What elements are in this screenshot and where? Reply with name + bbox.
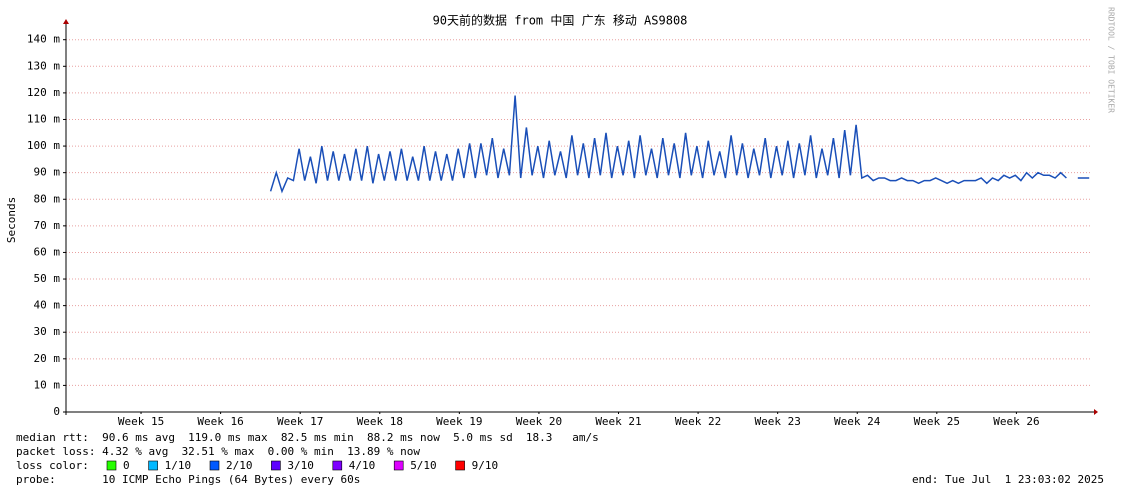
legend-label: 3/10 bbox=[287, 459, 314, 472]
legend-swatch bbox=[106, 460, 117, 471]
stats-median: median rtt: 90.6 ms avg 119.0 ms max 82.… bbox=[16, 431, 599, 444]
x-tick-label: Week 21 bbox=[595, 415, 641, 428]
y-tick-label: 70 m bbox=[34, 219, 61, 232]
x-arrow bbox=[1094, 409, 1098, 415]
x-tick-label: Week 22 bbox=[675, 415, 721, 428]
legend-swatch bbox=[271, 460, 281, 471]
x-tick-label: Week 26 bbox=[993, 415, 1039, 428]
legend-label: 0 bbox=[123, 459, 130, 472]
x-tick-label: Week 19 bbox=[436, 415, 482, 428]
y-tick-label: 80 m bbox=[34, 192, 61, 205]
x-tick-label: Week 16 bbox=[197, 415, 243, 428]
legend-label: 5/10 bbox=[410, 459, 437, 472]
median-line bbox=[269, 95, 1090, 194]
y-axis-label: Seconds bbox=[5, 197, 18, 243]
legend-swatch bbox=[209, 460, 220, 471]
chart-title: 90天前的数据 from 中国 广东 移动 AS9808 bbox=[433, 13, 688, 28]
y-tick-label: 110 m bbox=[27, 112, 60, 125]
x-tick-label: Week 20 bbox=[516, 415, 562, 428]
legend-label: 4/10 bbox=[349, 459, 376, 472]
y-tick-label: 40 m bbox=[34, 299, 61, 312]
x-tick-label: Week 15 bbox=[118, 415, 164, 428]
y-tick-label: 10 m bbox=[34, 378, 61, 391]
y-tick-label: 120 m bbox=[27, 86, 60, 99]
y-tick-label: 100 m bbox=[27, 139, 60, 152]
legend-label: loss color: bbox=[16, 459, 89, 472]
y-tick-label: 90 m bbox=[34, 166, 61, 179]
stats-loss: packet loss: 4.32 % avg 32.51 % max 0.00… bbox=[16, 445, 420, 458]
legend-swatch bbox=[455, 460, 465, 471]
x-tick-label: Week 23 bbox=[754, 415, 800, 428]
legend-swatch bbox=[332, 460, 343, 471]
y-tick-label: 0 bbox=[53, 405, 60, 418]
y-tick-label: 60 m bbox=[34, 245, 61, 258]
stats-probe: probe: 10 ICMP Echo Pings (64 Bytes) eve… bbox=[16, 473, 360, 486]
y-arrow bbox=[63, 19, 69, 24]
x-tick-label: Week 25 bbox=[914, 415, 960, 428]
y-tick-label: 50 m bbox=[34, 272, 61, 285]
legend-swatch bbox=[393, 460, 404, 471]
watermark: RRDTOOL / TOBI OETIKER bbox=[1107, 7, 1116, 113]
legend-label: 9/10 bbox=[472, 459, 499, 472]
x-tick-label: Week 18 bbox=[357, 415, 403, 428]
stats-end: end: Tue Jul 1 23:03:02 2025 bbox=[912, 473, 1104, 486]
x-tick-label: Week 17 bbox=[277, 415, 323, 428]
legend-label: 2/10 bbox=[226, 459, 253, 472]
legend-label: 1/10 bbox=[165, 459, 192, 472]
x-tick-label: Week 24 bbox=[834, 415, 881, 428]
y-tick-label: 30 m bbox=[34, 325, 61, 338]
y-tick-label: 130 m bbox=[27, 59, 60, 72]
y-tick-label: 140 m bbox=[27, 33, 60, 46]
y-tick-label: 20 m bbox=[34, 352, 61, 365]
legend-swatch bbox=[148, 460, 158, 471]
